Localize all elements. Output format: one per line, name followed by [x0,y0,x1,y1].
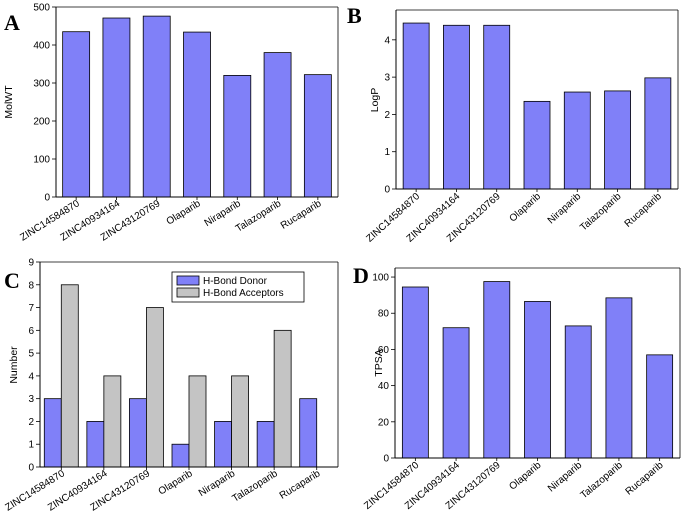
bar-b-logp-olaparib [523,100,551,190]
x-tick-label: Olaparib [157,468,195,498]
x-tick-label: Talazoparib [234,198,284,235]
x-tick-label: Olaparib [508,191,544,225]
bar-a-molwt-rucaparib [303,74,332,198]
panel-letter: D [353,263,369,288]
y-axis-title: MolWT [3,85,15,119]
y-tick-label: 1 [28,440,34,451]
y-tick-label: 300 [33,79,50,90]
legend-label: H-Bond Donor [203,276,268,287]
x-tick-label: Niraparib [546,191,584,227]
x-tick-label: Olaparib [507,460,543,493]
x-tick-label: Rucaparib [279,198,324,232]
bar-a-molwt-zinc14584870 [62,31,91,198]
panel-letter: C [4,268,20,293]
x-tick-label: Niraparib [546,460,584,495]
y-tick-label: 2 [384,110,390,121]
y-tick-label: 0 [28,463,34,474]
bar-b-logp-talazoparib [604,90,631,190]
x-tick-label: Talazoparib [231,468,281,505]
bar-d-tpsa-olaparib [524,301,551,459]
bar-a-molwt-zinc40934164 [102,17,131,198]
bar-b-logp-rucaparib [644,77,672,190]
y-tick-label: 100 [33,155,50,166]
bar-c-h-bond-donor-zinc40934164 [86,421,105,468]
x-tick-label: Olaparib [165,198,203,228]
y-axis-title: TPSA [373,349,385,376]
y-tick-label: 4 [28,371,34,382]
bar-d-tpsa-rucaparib [646,354,674,459]
legend-label: H-Bond Acceptors [203,288,284,299]
bar-a-molwt-zinc43120769 [142,15,171,198]
bar-a-molwt-niraparib [223,75,252,198]
x-tick-label: Rucaparib [623,191,665,230]
bar-d-tpsa-zinc40934164 [442,327,470,459]
y-tick-label: 200 [33,117,50,128]
bar-c-h-bond-donor-zinc14584870 [43,398,62,468]
bar-d-tpsa-niraparib [564,325,592,459]
y-axis-title: Number [8,346,20,384]
legend-swatch-h-bond-acceptors [176,287,200,298]
bar-c-h-bond-donor-olaparib [171,443,190,468]
x-tick-label: Rucaparib [624,460,666,498]
y-tick-label: 4 [384,35,390,46]
y-tick-label: 3 [28,394,34,405]
y-tick-label: 7 [28,303,34,314]
y-tick-label: 400 [33,41,50,52]
bar-b-logp-zinc14584870 [402,22,430,190]
panel-letter: A [4,10,20,35]
legend-swatch-h-bond-donor [176,275,200,286]
bar-c-h-bond-acceptors-zinc14584870 [60,284,79,468]
bar-d-tpsa-zinc43120769 [483,281,511,459]
bar-c-h-bond-donor-rucaparib [299,398,318,468]
y-tick-label: 500 [33,3,50,14]
x-tick-label: Rucaparib [278,468,323,502]
y-tick-label: 80 [378,309,390,320]
bar-c-h-bond-donor-zinc43120769 [129,398,147,468]
bar-c-h-bond-donor-talazoparib [256,421,275,468]
bar-b-logp-zinc40934164 [443,24,470,190]
bar-d-tpsa-zinc14584870 [401,286,429,459]
y-tick-label: 2 [28,417,34,428]
y-tick-label: 3 [384,73,390,84]
x-tick-label: Talazoparib [578,191,624,234]
y-tick-label: 9 [28,258,34,269]
bar-c-h-bond-acceptors-zinc40934164 [103,375,122,468]
bar-b-logp-niraparib [563,91,591,190]
bar-b-logp-zinc43120769 [483,24,511,190]
bar-c-h-bond-acceptors-olaparib [188,375,207,468]
bar-c-h-bond-acceptors-zinc43120769 [146,307,164,468]
bar-a-molwt-olaparib [183,31,211,198]
y-tick-label: 8 [28,280,34,291]
y-tick-label: 40 [378,381,390,392]
bar-d-tpsa-talazoparib [605,297,633,459]
y-axis-title: LogP [369,88,381,113]
y-tick-label: 6 [28,326,34,337]
x-tick-label: Talazoparib [579,460,626,502]
y-tick-label: 60 [378,345,390,356]
y-tick-label: 0 [384,185,390,196]
bar-c-h-bond-donor-niraparib [214,421,232,468]
panel-letter: B [347,3,362,28]
y-tick-label: 0 [383,454,389,465]
y-tick-label: 20 [378,417,390,428]
y-tick-label: 1 [384,147,390,158]
y-tick-label: 100 [372,273,389,284]
bar-c-h-bond-acceptors-niraparib [231,375,249,468]
y-tick-label: 0 [44,193,50,204]
y-tick-label: 5 [28,349,34,360]
bar-a-molwt-talazoparib [263,52,292,198]
bar-c-h-bond-acceptors-talazoparib [273,329,292,468]
